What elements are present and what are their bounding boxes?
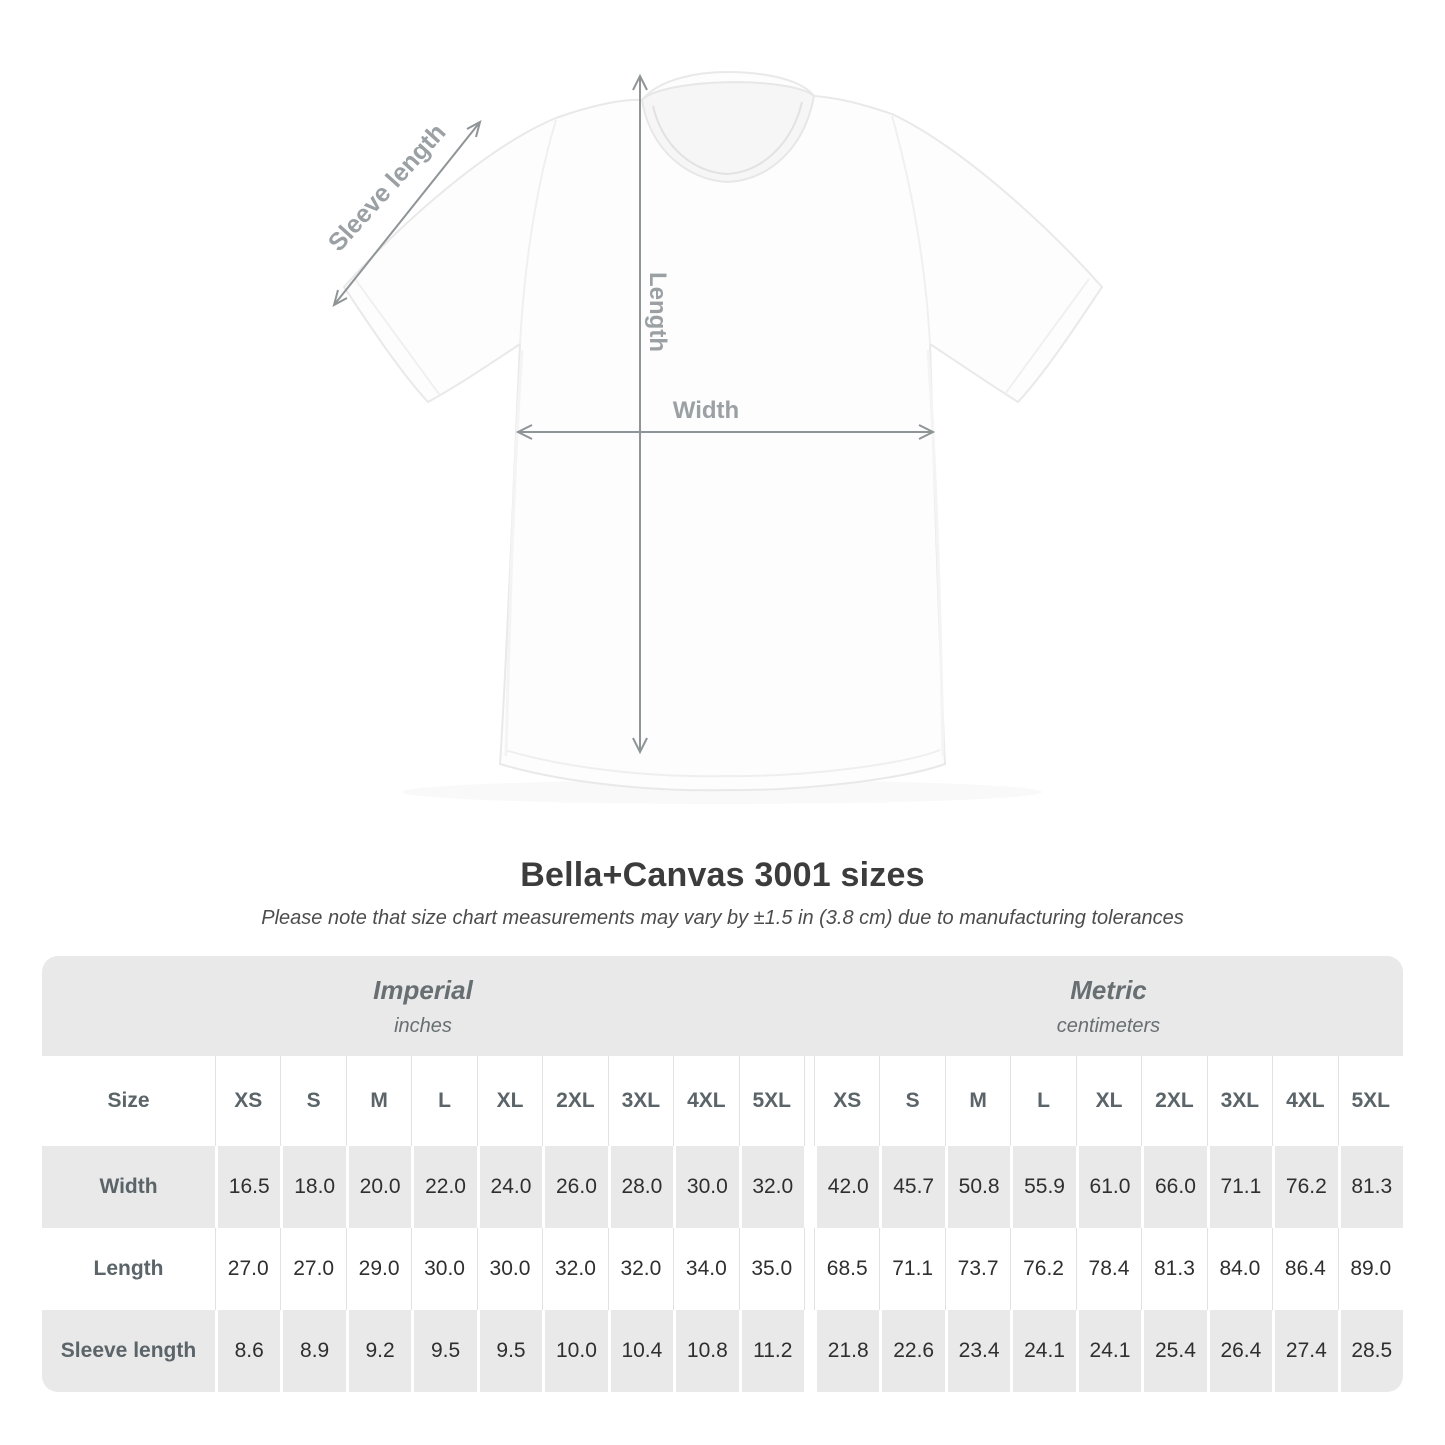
column-divider	[803, 1146, 814, 1228]
tolerance-note: Please note that size chart measurements…	[261, 907, 1184, 929]
tshirt-measurement-diagram: Sleeve length Length Width	[323, 70, 1104, 792]
value-cell-imperial: 29.0	[345, 1228, 412, 1310]
size-header-metric: 4XL	[1272, 1056, 1338, 1146]
value-cell-metric: 27.4	[1272, 1310, 1338, 1392]
value-cell-metric: 86.4	[1272, 1228, 1338, 1310]
size-header-metric: S	[879, 1056, 945, 1146]
value-cell-imperial: 18.0	[280, 1146, 346, 1228]
value-cell-imperial: 8.6	[215, 1310, 281, 1392]
value-cell-imperial: 32.0	[607, 1228, 674, 1310]
value-cell-metric: 81.3	[1337, 1146, 1403, 1228]
value-cell-metric: 71.1	[879, 1228, 945, 1310]
column-divider	[803, 1056, 814, 1146]
value-cell-imperial: 34.0	[673, 1228, 739, 1310]
size-column-header: Size	[42, 1056, 215, 1146]
imperial-unit: inches	[394, 1014, 452, 1037]
value-cell-imperial: 16.5	[215, 1146, 281, 1228]
value-cell-metric: 25.4	[1141, 1310, 1207, 1392]
size-header-metric: L	[1010, 1056, 1076, 1146]
value-cell-metric: 26.4	[1206, 1310, 1273, 1392]
size-chart-table: Imperial inches Metric centimeters Size X…	[42, 956, 1403, 1392]
column-divider	[803, 1228, 814, 1310]
size-header-imperial: 5XL	[738, 1056, 804, 1146]
value-cell-metric: 23.4	[944, 1310, 1011, 1392]
value-cell-metric: 89.0	[1337, 1228, 1403, 1310]
size-header-imperial: 3XL	[607, 1056, 674, 1146]
value-cell-imperial: 32.0	[542, 1228, 608, 1310]
value-cell-imperial: 10.8	[673, 1310, 739, 1392]
metric-group-header: Metric centimeters	[813, 956, 1403, 1056]
value-cell-metric: 68.5	[813, 1228, 880, 1310]
size-header-imperial: XL	[476, 1056, 543, 1146]
value-cell-imperial: 9.5	[411, 1310, 477, 1392]
value-cell-metric: 66.0	[1141, 1146, 1207, 1228]
length-arrow	[632, 73, 648, 755]
value-cell-metric: 76.2	[1010, 1228, 1076, 1310]
length-label: Length	[644, 272, 671, 352]
size-header-imperial: 4XL	[673, 1056, 739, 1146]
value-cell-imperial: 20.0	[345, 1146, 412, 1228]
width-arrow	[515, 424, 936, 440]
value-cell-metric: 61.0	[1075, 1146, 1142, 1228]
value-cell-metric: 42.0	[813, 1146, 880, 1228]
value-cell-metric: 45.7	[879, 1146, 945, 1228]
size-header-imperial: XS	[215, 1056, 281, 1146]
value-cell-imperial: 27.0	[280, 1228, 346, 1310]
size-header-metric: XL	[1075, 1056, 1142, 1146]
value-cell-imperial: 30.0	[411, 1228, 477, 1310]
value-cell-imperial: 10.4	[607, 1310, 674, 1392]
size-header-metric: XS	[813, 1056, 880, 1146]
size-header-metric: M	[944, 1056, 1011, 1146]
value-cell-metric: 78.4	[1075, 1228, 1142, 1310]
value-cell-metric: 50.8	[944, 1146, 1011, 1228]
row-label-cell: Width	[42, 1146, 215, 1228]
imperial-group-header: Imperial inches	[42, 956, 804, 1056]
value-cell-imperial: 9.5	[476, 1310, 543, 1392]
column-divider	[803, 1310, 814, 1392]
value-cell-metric: 81.3	[1141, 1228, 1207, 1310]
value-cell-imperial: 8.9	[280, 1310, 346, 1392]
tshirt-diagram-svg: Sleeve length Length Width	[323, 70, 1104, 792]
value-cell-imperial: 28.0	[607, 1146, 674, 1228]
value-cell-imperial: 27.0	[215, 1228, 281, 1310]
size-header-imperial: 2XL	[542, 1056, 608, 1146]
size-header-metric: 2XL	[1141, 1056, 1207, 1146]
size-header-imperial: L	[411, 1056, 477, 1146]
value-cell-metric: 71.1	[1206, 1146, 1273, 1228]
sleeve-length-arrow	[332, 120, 482, 307]
value-cell-imperial: 30.0	[476, 1228, 543, 1310]
value-cell-metric: 28.5	[1337, 1310, 1403, 1392]
value-cell-metric: 24.1	[1010, 1310, 1076, 1392]
row-label-cell: Sleeve length	[42, 1310, 215, 1392]
value-cell-imperial: 26.0	[542, 1146, 608, 1228]
value-cell-metric: 55.9	[1010, 1146, 1076, 1228]
size-header-imperial: M	[345, 1056, 412, 1146]
value-cell-imperial: 35.0	[738, 1228, 804, 1310]
value-cell-imperial: 9.2	[345, 1310, 412, 1392]
value-cell-metric: 21.8	[813, 1310, 880, 1392]
value-cell-metric: 76.2	[1272, 1146, 1338, 1228]
group-divider	[803, 956, 814, 1056]
value-cell-metric: 22.6	[879, 1310, 945, 1392]
size-header-metric: 5XL	[1337, 1056, 1403, 1146]
value-cell-metric: 24.1	[1075, 1310, 1142, 1392]
value-cell-imperial: 32.0	[738, 1146, 804, 1228]
value-cell-metric: 84.0	[1206, 1228, 1273, 1310]
metric-title: Metric	[1070, 974, 1147, 1005]
value-cell-imperial: 24.0	[476, 1146, 543, 1228]
value-cell-imperial: 11.2	[738, 1310, 804, 1392]
value-cell-imperial: 10.0	[542, 1310, 608, 1392]
metric-unit: centimeters	[1056, 1014, 1161, 1037]
size-header-imperial: S	[280, 1056, 346, 1146]
row-label-cell: Length	[42, 1228, 215, 1310]
size-header-metric: 3XL	[1206, 1056, 1273, 1146]
value-cell-imperial: 30.0	[673, 1146, 739, 1228]
value-cell-metric: 73.7	[944, 1228, 1011, 1310]
imperial-title: Imperial	[373, 974, 473, 1005]
page-title: Bella+Canvas 3001 sizes	[520, 856, 925, 894]
value-cell-imperial: 22.0	[411, 1146, 477, 1228]
width-label: Width	[673, 397, 739, 424]
